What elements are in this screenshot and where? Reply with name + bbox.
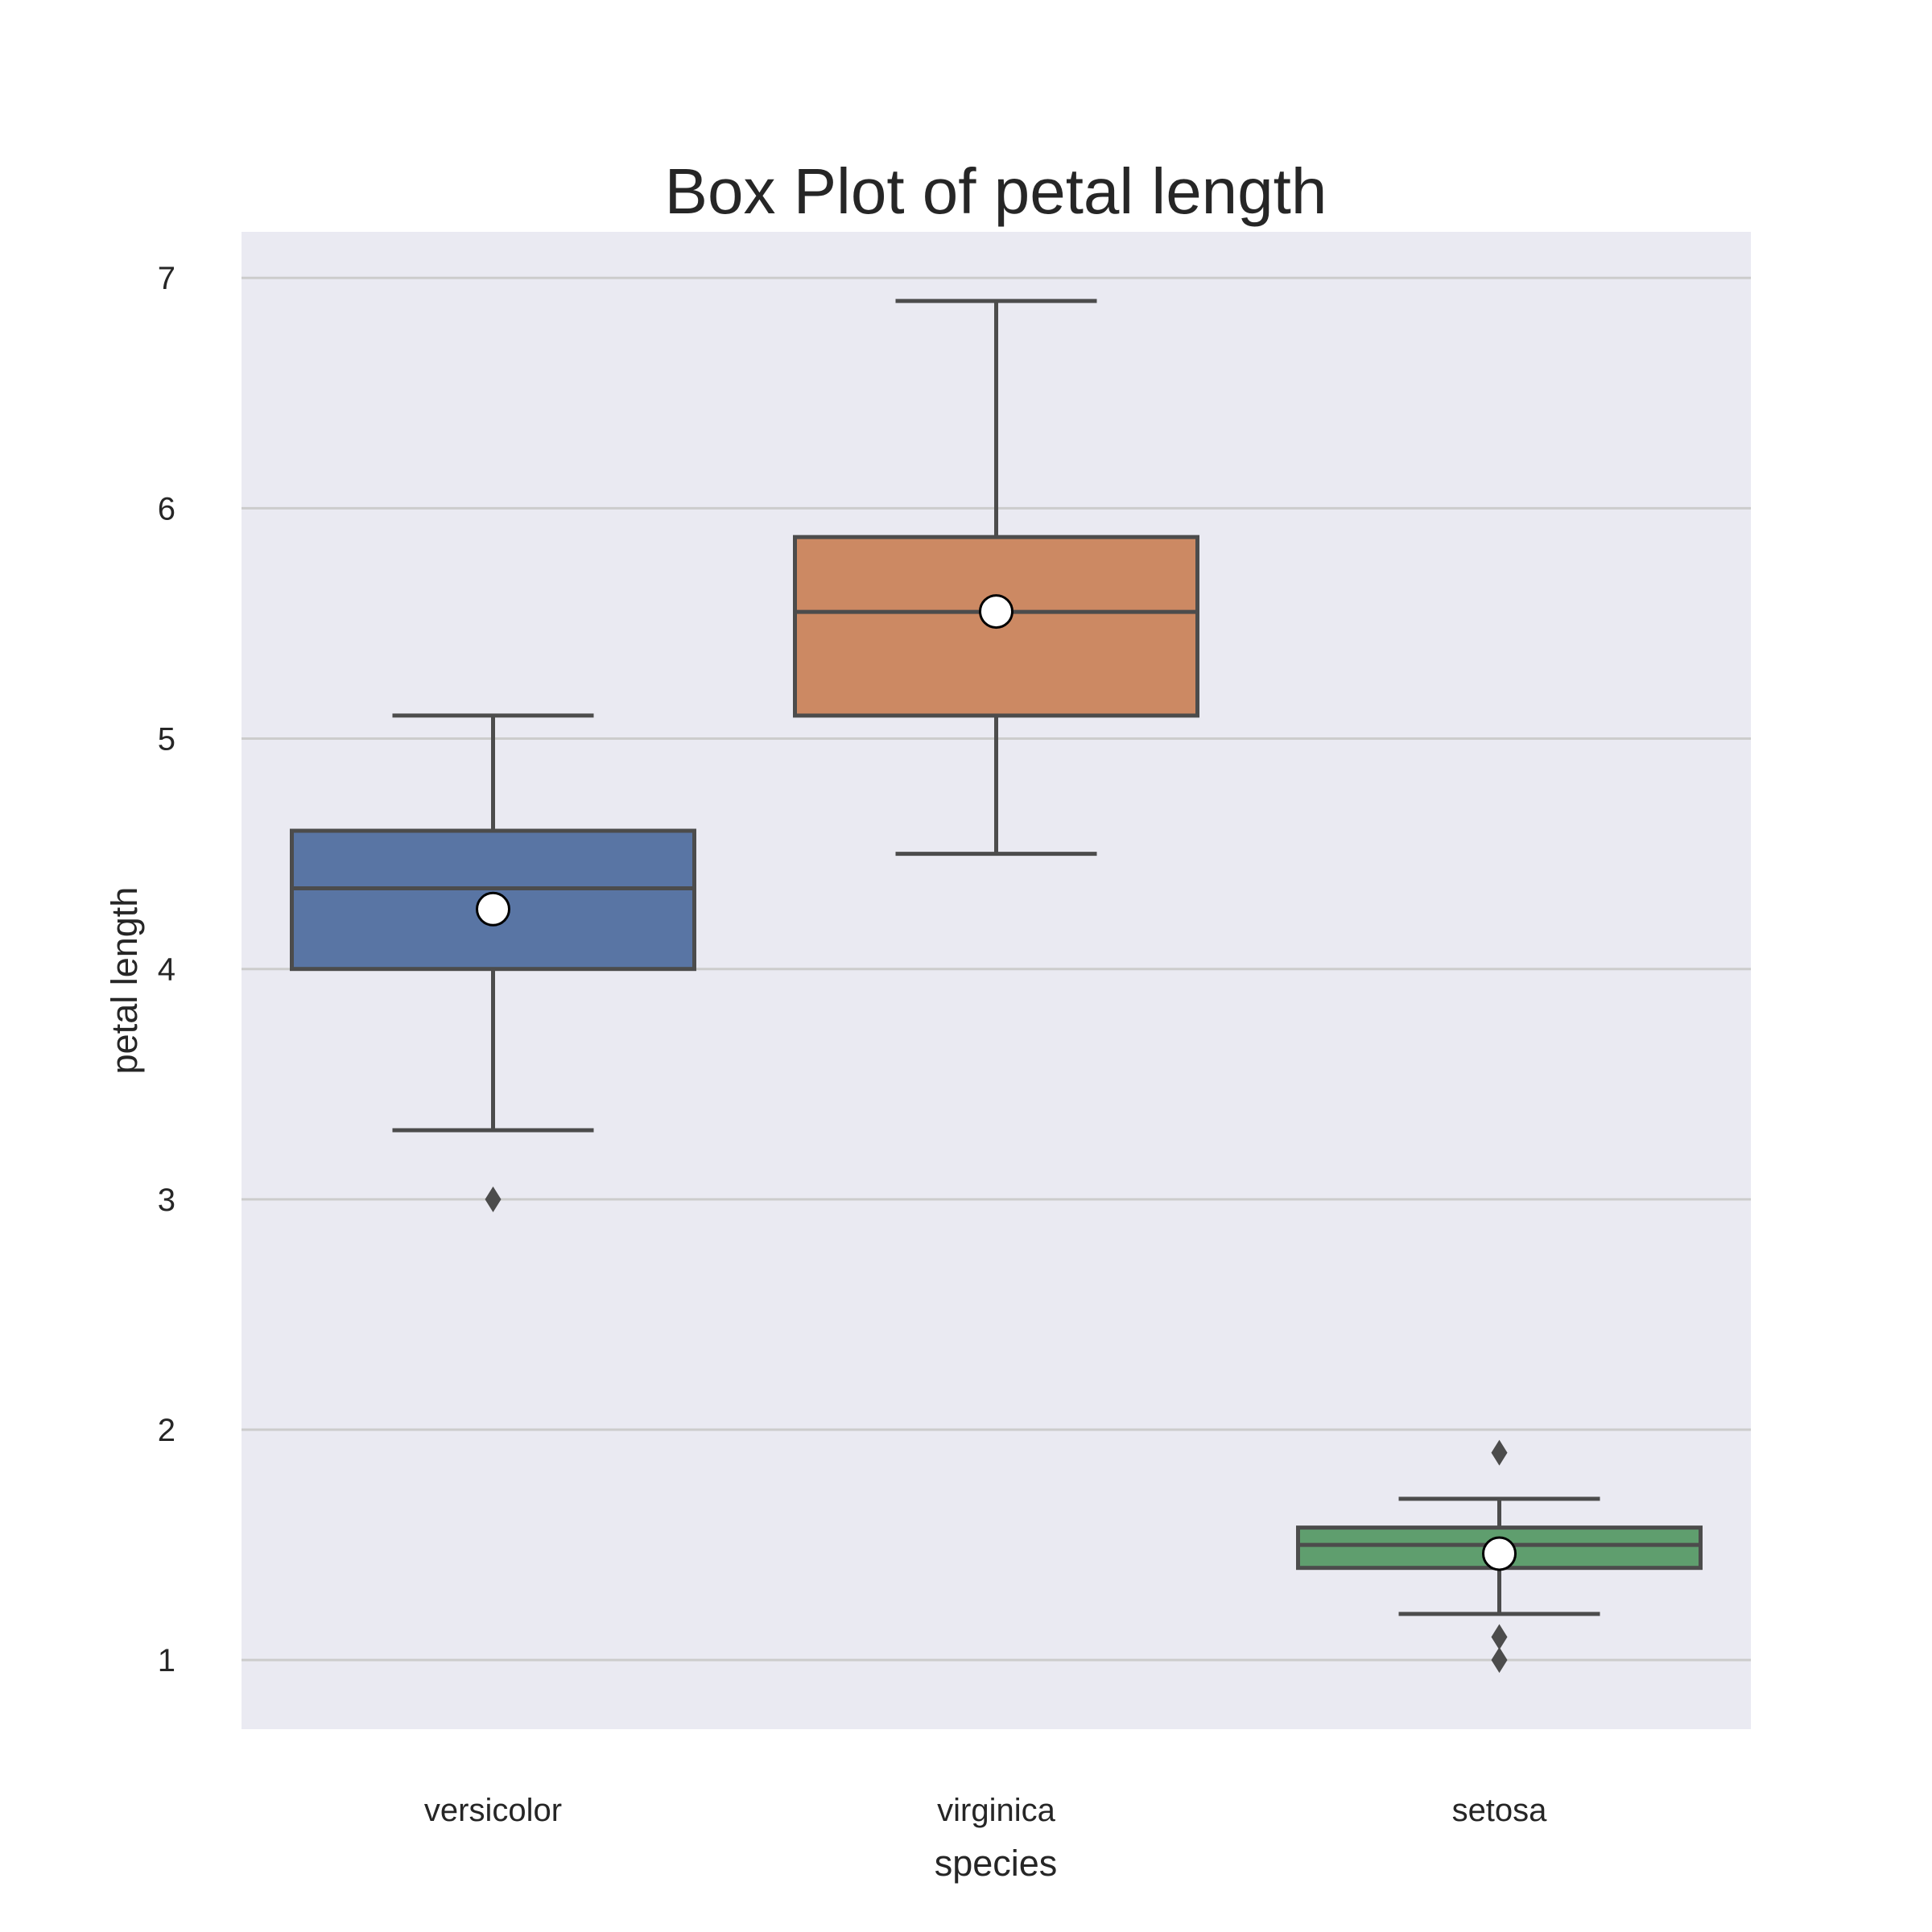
y-axis-label: petal length — [104, 887, 145, 1075]
chart-title: Box Plot of petal length — [665, 155, 1327, 227]
x-tick-label: virginica — [937, 1793, 1055, 1828]
x-axis-label: species — [935, 1843, 1058, 1884]
box-virginica — [793, 299, 1199, 857]
outlier-point — [1491, 1647, 1508, 1674]
outlier-point — [485, 1186, 502, 1212]
boxes — [290, 299, 1703, 1674]
mean-marker — [476, 891, 510, 927]
y-tick-label: 5 — [158, 722, 175, 758]
x-tick-label: setosa — [1452, 1793, 1548, 1828]
x-tick-labels: versicolor virginica setosa — [424, 1793, 1547, 1828]
box-versicolor — [290, 713, 696, 1212]
outlier-point — [1491, 1439, 1508, 1466]
box-setosa — [1296, 1439, 1703, 1674]
y-tick-label: 3 — [158, 1183, 175, 1218]
y-tick-label: 7 — [158, 261, 175, 296]
outlier-point — [1491, 1624, 1508, 1650]
mean-marker — [979, 594, 1013, 630]
y-tick-label: 1 — [158, 1643, 175, 1678]
y-tick-labels: 1 2 3 4 5 6 7 — [158, 261, 175, 1678]
y-tick-label: 2 — [158, 1413, 175, 1448]
x-tick-label: versicolor — [424, 1793, 562, 1828]
mean-marker — [1482, 1536, 1517, 1571]
y-tick-label: 6 — [158, 491, 175, 526]
y-tick-label: 4 — [158, 952, 175, 988]
